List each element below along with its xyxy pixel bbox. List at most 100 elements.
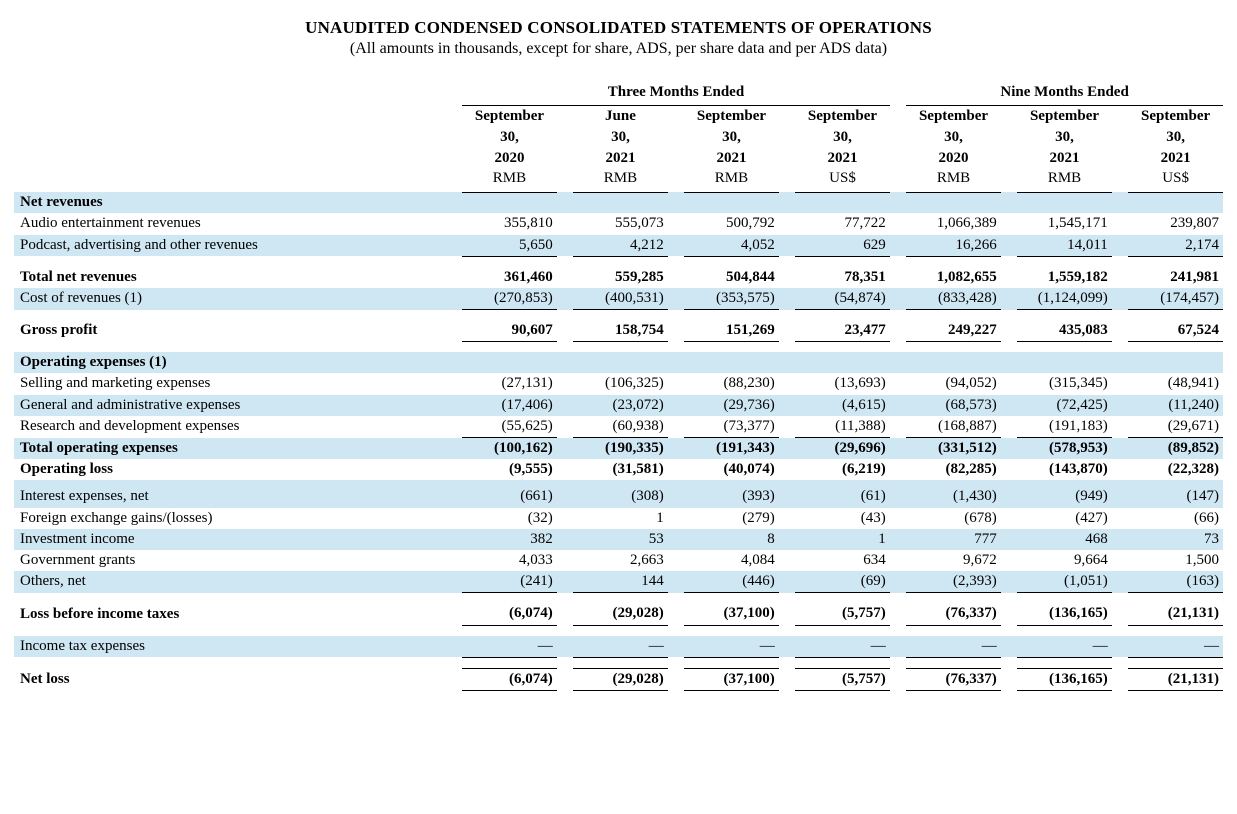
table-cell: 241,981 bbox=[1128, 267, 1223, 288]
table-cell: 78,351 bbox=[795, 267, 890, 288]
column-date-header: 2021 bbox=[1128, 148, 1223, 169]
table-cell: 53 bbox=[573, 529, 668, 550]
column-date-header: September bbox=[1128, 106, 1223, 127]
table-cell: — bbox=[906, 636, 1001, 658]
row-label: Loss before income taxes bbox=[14, 603, 446, 625]
table-cell: (11,388) bbox=[795, 416, 890, 438]
table-cell: (331,512) bbox=[906, 438, 1001, 460]
table-cell: (37,100) bbox=[684, 603, 779, 625]
column-date-header: 30, bbox=[573, 127, 668, 148]
table-cell: 1,559,182 bbox=[1017, 267, 1112, 288]
table-cell: 500,792 bbox=[684, 213, 779, 234]
table-cell: — bbox=[684, 636, 779, 658]
table-cell: (23,072) bbox=[573, 395, 668, 416]
table-cell: (6,219) bbox=[795, 459, 890, 480]
table-cell: 14,011 bbox=[1017, 235, 1112, 257]
row-label: Foreign exchange gains/(losses) bbox=[14, 508, 446, 529]
table-cell: (68,573) bbox=[906, 395, 1001, 416]
row-label: Cost of revenues (1) bbox=[14, 288, 446, 310]
table-cell: (190,335) bbox=[573, 438, 668, 460]
column-date-header: 2021 bbox=[684, 148, 779, 169]
table-cell: (27,131) bbox=[462, 373, 557, 394]
table-cell: (241) bbox=[462, 571, 557, 593]
table-cell: (1,124,099) bbox=[1017, 288, 1112, 310]
row-label: Interest expenses, net bbox=[14, 486, 446, 507]
row-label: Podcast, advertising and other revenues bbox=[14, 235, 446, 257]
table-cell: (13,693) bbox=[795, 373, 890, 394]
column-date-header: September bbox=[795, 106, 890, 127]
table-cell: (163) bbox=[1128, 571, 1223, 593]
table-cell: 9,672 bbox=[906, 550, 1001, 571]
table-cell: (1,051) bbox=[1017, 571, 1112, 593]
column-date-header: 30, bbox=[462, 127, 557, 148]
table-cell: 73 bbox=[1128, 529, 1223, 550]
table-cell: (11,240) bbox=[1128, 395, 1223, 416]
table-cell: (315,345) bbox=[1017, 373, 1112, 394]
table-cell: (1,430) bbox=[906, 486, 1001, 507]
table-cell: (29,028) bbox=[573, 668, 668, 690]
table-cell: (17,406) bbox=[462, 395, 557, 416]
column-currency-header: RMB bbox=[906, 168, 1001, 192]
table-cell: 382 bbox=[462, 529, 557, 550]
table-cell: (308) bbox=[573, 486, 668, 507]
column-date-header: 2020 bbox=[906, 148, 1001, 169]
income-statement-table: Three Months EndedNine Months EndedSepte… bbox=[14, 82, 1223, 691]
table-cell: 1 bbox=[795, 529, 890, 550]
table-cell: 629 bbox=[795, 235, 890, 257]
column-date-header: 30, bbox=[1128, 127, 1223, 148]
table-cell: (73,377) bbox=[684, 416, 779, 438]
row-label: Government grants bbox=[14, 550, 446, 571]
table-cell: — bbox=[1017, 636, 1112, 658]
statement-title: UNAUDITED CONDENSED CONSOLIDATED STATEME… bbox=[14, 18, 1223, 38]
table-cell: (29,736) bbox=[684, 395, 779, 416]
table-cell: (279) bbox=[684, 508, 779, 529]
table-cell: (21,131) bbox=[1128, 603, 1223, 625]
column-date-header: 2021 bbox=[795, 148, 890, 169]
table-cell: (191,183) bbox=[1017, 416, 1112, 438]
table-cell: (6,074) bbox=[462, 603, 557, 625]
table-cell: (106,325) bbox=[573, 373, 668, 394]
table-cell: 16,266 bbox=[906, 235, 1001, 257]
table-cell: (21,131) bbox=[1128, 668, 1223, 690]
table-cell: (37,100) bbox=[684, 668, 779, 690]
column-date-header: 30, bbox=[1017, 127, 1112, 148]
row-label: Total net revenues bbox=[14, 267, 446, 288]
row-label: Gross profit bbox=[14, 320, 446, 342]
table-cell: (400,531) bbox=[573, 288, 668, 310]
row-label: Net revenues bbox=[14, 192, 446, 213]
table-cell: 361,460 bbox=[462, 267, 557, 288]
table-cell: (89,852) bbox=[1128, 438, 1223, 460]
row-label: Investment income bbox=[14, 529, 446, 550]
table-cell: (94,052) bbox=[906, 373, 1001, 394]
table-cell: 634 bbox=[795, 550, 890, 571]
table-cell: (833,428) bbox=[906, 288, 1001, 310]
table-cell: (191,343) bbox=[684, 438, 779, 460]
table-cell: (427) bbox=[1017, 508, 1112, 529]
table-cell: (5,757) bbox=[795, 603, 890, 625]
table-cell: (76,337) bbox=[906, 668, 1001, 690]
table-cell: 23,477 bbox=[795, 320, 890, 342]
table-cell: (446) bbox=[684, 571, 779, 593]
table-cell: (43) bbox=[795, 508, 890, 529]
table-cell: 468 bbox=[1017, 529, 1112, 550]
period-header: Nine Months Ended bbox=[906, 82, 1223, 106]
table-cell: 151,269 bbox=[684, 320, 779, 342]
table-cell: (147) bbox=[1128, 486, 1223, 507]
row-label: Net loss bbox=[14, 668, 446, 690]
table-cell: (76,337) bbox=[906, 603, 1001, 625]
table-cell: 559,285 bbox=[573, 267, 668, 288]
table-cell: (40,074) bbox=[684, 459, 779, 480]
table-cell: (29,028) bbox=[573, 603, 668, 625]
column-date-header: September bbox=[462, 106, 557, 127]
statement-subtitle: (All amounts in thousands, except for sh… bbox=[14, 40, 1223, 58]
column-currency-header: US$ bbox=[1128, 168, 1223, 192]
column-date-header: September bbox=[684, 106, 779, 127]
table-cell: 2,174 bbox=[1128, 235, 1223, 257]
table-cell: (136,165) bbox=[1017, 603, 1112, 625]
table-cell: (393) bbox=[684, 486, 779, 507]
column-date-header: 2021 bbox=[573, 148, 668, 169]
table-cell: 2,663 bbox=[573, 550, 668, 571]
table-cell: 67,524 bbox=[1128, 320, 1223, 342]
table-cell: 504,844 bbox=[684, 267, 779, 288]
table-cell: (578,953) bbox=[1017, 438, 1112, 460]
